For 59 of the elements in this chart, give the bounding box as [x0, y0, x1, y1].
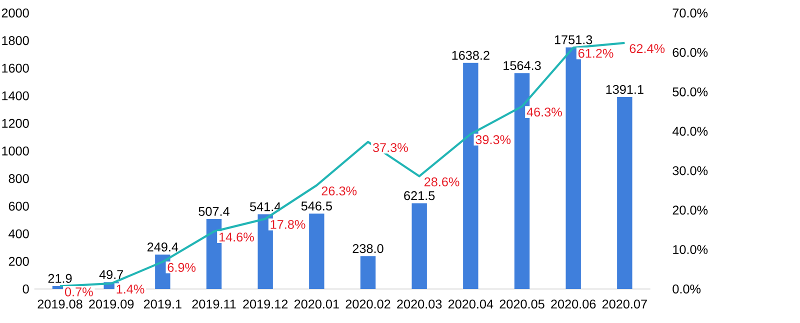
y2-tick-label: 40.0%: [672, 126, 708, 136]
data-label: 249.4: [147, 242, 178, 252]
x-tick-label: 2020.01: [294, 300, 339, 309]
y2-tick-label: 50.0%: [672, 87, 708, 96]
y-tick-label: 800: [8, 174, 29, 184]
data-label: 1391.1: [606, 84, 644, 94]
x-tick-label: 2020.03: [397, 300, 442, 309]
y2-tick-label: 70.0%: [672, 8, 708, 18]
x-tick-label: 2019.09: [89, 300, 134, 309]
y2-tick-label: 0.0%: [672, 284, 701, 294]
y2-tick-label: 60.0%: [672, 48, 708, 57]
data-label: 37.3%: [372, 143, 408, 152]
bar: [309, 214, 324, 289]
x-tick-label: 2020.04: [448, 300, 494, 309]
data-label: 1564.3: [504, 61, 541, 70]
y2-tick-label: 30.0%: [672, 166, 708, 176]
y-tick-label: 200: [8, 256, 29, 266]
bar: [412, 203, 427, 289]
data-label: 28.6%: [424, 177, 460, 186]
y-tick-label: 1800: [2, 36, 29, 46]
y2-tick-label: 20.0%: [672, 206, 708, 215]
y-tick-label: 1400: [2, 91, 29, 100]
bar: [617, 97, 632, 289]
y-tick-label: 1600: [2, 64, 29, 73]
y-tick-label: 600: [8, 202, 29, 211]
data-label: 1.4%: [116, 284, 144, 294]
data-label: 0.7%: [64, 287, 93, 296]
y2-tick-label: 10.0%: [673, 245, 708, 254]
data-label: 621.5: [404, 191, 435, 200]
data-label: 1751.3: [554, 35, 592, 44]
data-label: 39.3%: [476, 135, 511, 144]
x-tick-label: 2019.1: [144, 300, 182, 309]
data-label: 46.3%: [526, 108, 562, 117]
data-label: 21.9: [48, 274, 72, 283]
data-label: 62.4%: [630, 44, 665, 54]
data-label: 546.5: [301, 202, 332, 210]
data-label: 14.6%: [219, 232, 254, 242]
x-tick-label: 2020.06: [551, 300, 596, 309]
data-label: 1638.2: [452, 50, 490, 60]
x-tick-label: 2020.07: [602, 300, 647, 309]
y-tick-label: 400: [8, 229, 29, 238]
data-label: 6.9%: [168, 262, 196, 272]
data-label: 238.0: [352, 244, 384, 254]
y-tick-label: 1000: [2, 146, 29, 156]
data-label: 61.2%: [578, 48, 614, 58]
data-label: 49.7: [99, 270, 124, 280]
bar: [360, 256, 376, 289]
data-label: 541.4: [250, 202, 281, 212]
x-tick-label: 2019.11: [192, 300, 236, 309]
data-label: 507.4: [198, 206, 230, 216]
x-tick-label: 2019.08: [38, 300, 82, 309]
x-tick-label: 2019.12: [243, 300, 288, 309]
y-tick-label: 0: [22, 284, 29, 294]
y-tick-label: 2000: [2, 8, 29, 18]
x-tick-label: 2020.05: [500, 300, 544, 309]
data-label: 26.3%: [322, 186, 357, 196]
data-label: 17.8%: [270, 220, 306, 229]
y-tick-label: 1200: [2, 118, 29, 128]
x-tick-label: 2020.02: [346, 300, 390, 309]
